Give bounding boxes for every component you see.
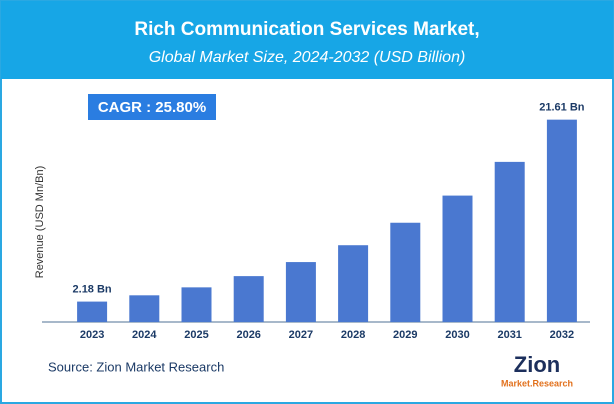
bar [233,276,264,322]
x-tick-label: 2031 [497,329,521,341]
chart-title: Rich Communication Services Market, [134,19,479,40]
header-band [1,1,613,79]
x-tick-label: 2030 [445,329,469,341]
x-tick-label: 2024 [132,329,157,341]
x-tick-label: 2027 [289,329,313,341]
bar [181,287,212,322]
bar [338,245,369,322]
x-tick-label: 2025 [184,329,208,341]
x-tick-label: 2028 [341,329,365,341]
x-tick-label: 2026 [236,329,260,341]
bar [390,222,421,322]
x-tick-label: 2023 [80,329,104,341]
bar [285,262,316,322]
bar [129,295,160,322]
bar [494,161,525,322]
cagr-label: CAGR : 25.80% [98,99,206,116]
chart-subtitle: Global Market Size, 2024-2032 (USD Billi… [149,49,466,66]
bar [77,301,108,322]
x-tick-label: 2032 [550,329,574,341]
logo-name: Zion [514,352,560,377]
logo-tagline: Market.Research [501,378,573,388]
value-label: 21.61 Bn [539,102,585,114]
value-label: 2.18 Bn [73,283,112,295]
y-axis-label: Revenue (USD Mn/Bn) [34,166,46,279]
source: Source: Zion Market Research [48,359,224,374]
cagr-box [88,94,216,120]
bar [546,119,577,322]
x-tick-label: 2029 [393,329,417,341]
bar [442,195,473,322]
